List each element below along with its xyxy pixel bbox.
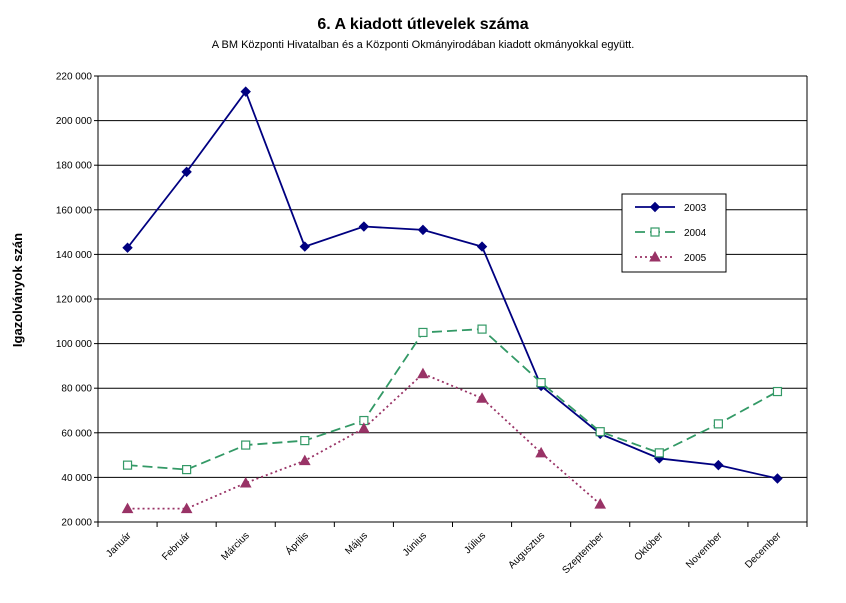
data-point-2004 [418, 327, 428, 338]
data-point-2004 [122, 460, 133, 470]
data-point-2003 [122, 242, 133, 253]
data-point-2005 [594, 498, 607, 509]
legend-label-2003: 2003 [684, 203, 707, 214]
data-point-2005 [535, 446, 547, 458]
y-tick-label: 180 000 [56, 161, 93, 172]
data-point-2005 [417, 367, 429, 379]
series-line-2003 [126, 89, 778, 480]
x-tick-label: December [743, 530, 784, 571]
data-point-2005 [180, 502, 193, 514]
legend-marker-2003 [649, 201, 661, 213]
y-axis-label: Igazolványok szán [10, 233, 25, 347]
chart-subtitle: A BM Központi Hivatalban és a Központi O… [211, 39, 635, 51]
data-point-2003 [358, 221, 370, 232]
series-2003 [122, 86, 783, 484]
y-tick-label: 140 000 [56, 250, 93, 261]
series-lines [121, 86, 783, 514]
y-tick-label: 60 000 [61, 428, 92, 439]
legend-box [621, 193, 727, 273]
data-point-2004 [713, 419, 723, 429]
legend-marker-2004 [650, 227, 660, 237]
y-tick-label: 160 000 [56, 205, 93, 216]
y-tick-label: 120 000 [56, 295, 93, 306]
x-tick-labels: Január Február Március Április Május Június Jú… [104, 529, 784, 576]
x-tick-label: Szeptember [560, 530, 606, 576]
x-tick-label: Január [104, 530, 134, 560]
data-point-2003 [240, 86, 251, 97]
x-tick-label: Február [160, 530, 193, 563]
legend: 2003 2004 2005 [621, 193, 727, 273]
data-point-2005 [298, 454, 311, 466]
y-tick-label: 100 000 [56, 339, 93, 350]
data-point-2005 [476, 392, 488, 403]
data-point-2003 [417, 224, 429, 236]
x-tick-label: Március [219, 530, 252, 563]
data-point-2004 [300, 436, 310, 446]
data-point-2005 [358, 422, 370, 433]
data-point-2003 [772, 473, 783, 484]
data-point-2003 [476, 241, 488, 252]
data-point-2005 [239, 476, 252, 488]
y-tick-label: 220 000 [56, 72, 93, 83]
series-line-2004 [127, 328, 778, 471]
data-point-2004 [536, 378, 546, 388]
x-tick-label: Augusztus [506, 530, 547, 571]
data-point-2004 [477, 324, 487, 334]
data-point-2003 [299, 241, 310, 252]
y-tick-label: 80 000 [61, 384, 92, 395]
data-point-2004 [241, 440, 251, 450]
x-tick-label: Október [632, 530, 665, 563]
legend-marker-2005 [649, 250, 661, 262]
data-point-2004 [654, 448, 664, 458]
legend-label-2005: 2005 [684, 253, 707, 264]
x-tick-label: November [684, 530, 725, 571]
y-tick-label: 20 000 [61, 518, 92, 529]
data-point-2003 [713, 459, 724, 471]
chart-title: 6. A kiadott útlevelek száma [317, 16, 529, 33]
y-tick-label: 200 000 [56, 116, 93, 127]
legend-label-2004: 2004 [684, 228, 707, 239]
gridlines [98, 75, 807, 478]
data-point-2004 [182, 464, 192, 475]
series-2005 [121, 367, 607, 514]
axes [94, 75, 808, 527]
data-point-2004 [595, 427, 605, 437]
x-tick-label: Április [282, 529, 310, 557]
data-point-2003 [181, 166, 192, 178]
series-2004 [122, 324, 783, 475]
series-line-2005 [127, 372, 601, 510]
x-tick-label: Május [343, 530, 370, 557]
x-tick-label: Június [401, 530, 429, 558]
x-tick-label: Július [462, 530, 488, 556]
data-point-2005 [121, 502, 134, 514]
y-tick-label: 40 000 [61, 473, 92, 484]
data-point-2004 [772, 386, 783, 397]
y-tick-labels: 20 000 40 000 60 000 80 000 100 000 120 000 14… [56, 72, 93, 529]
